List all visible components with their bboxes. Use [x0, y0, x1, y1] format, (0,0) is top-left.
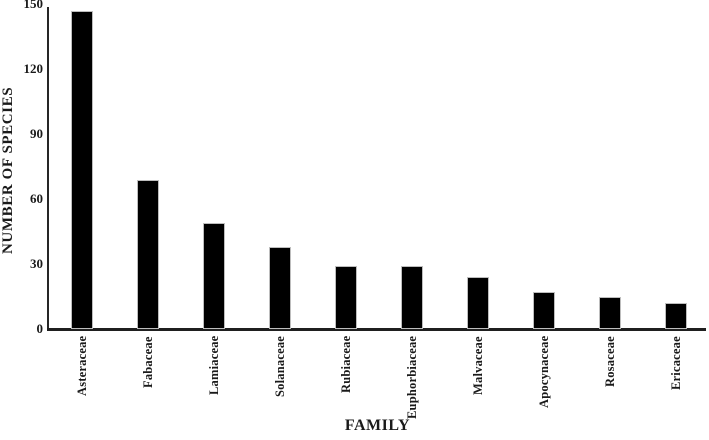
y-axis-title: NUMBER OF SPECIES — [0, 86, 16, 254]
bar — [467, 277, 489, 329]
y-tick-label: 90 — [30, 126, 43, 141]
y-tick-label: 30 — [30, 256, 43, 271]
y-axis-line — [47, 7, 49, 331]
y-tick-label: 120 — [23, 61, 44, 76]
bar — [269, 246, 291, 329]
bar — [71, 10, 93, 329]
y-tick-label: 0 — [36, 321, 44, 336]
bar — [203, 222, 225, 329]
bar — [599, 296, 621, 329]
x-axis-title: FAMILY — [344, 417, 411, 434]
y-tick-label: 60 — [30, 191, 43, 206]
bar — [665, 303, 687, 329]
y-tick-label: 150 — [23, 0, 44, 11]
bar — [335, 266, 357, 329]
x-axis-line — [47, 328, 706, 331]
bar — [401, 266, 423, 329]
bar — [533, 292, 555, 329]
bar — [137, 179, 159, 329]
